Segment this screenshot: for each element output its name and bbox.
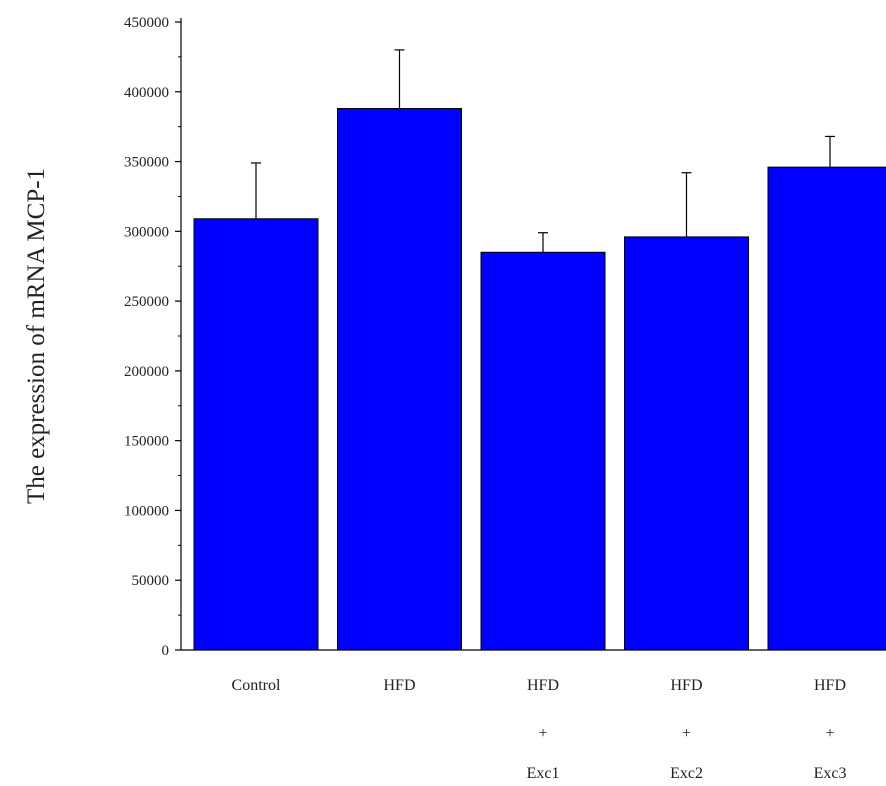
y-axis-title: The expression of mRNA MCP-1: [23, 168, 50, 504]
x-tick-label: Control: [232, 677, 281, 694]
x-tick-label: HFD: [383, 677, 415, 694]
y-axis: 0 50000 100000 150000 200000 250000 300000 3500…: [124, 15, 182, 659]
bars: [193, 49, 886, 651]
y-tick-label: 300000: [124, 224, 169, 240]
x-tick-label: Exc1: [527, 765, 560, 782]
x-tick-label: +: [682, 725, 691, 742]
x-axis: Control HFD HFD + Exc1 HFD + Exc2 HFD + Exc3: [181, 649, 886, 782]
bar: [767, 166, 886, 651]
x-tick-label: +: [538, 725, 547, 742]
y-tick-label: 0: [162, 643, 170, 659]
y-tick-label: 400000: [124, 85, 169, 101]
y-tick-label: 100000: [124, 503, 169, 519]
bar: [624, 236, 749, 651]
y-tick-label: 50000: [132, 573, 170, 589]
bar: [193, 218, 319, 651]
x-tick-label: HFD: [814, 677, 846, 694]
x-tick-label: HFD: [527, 677, 559, 694]
x-tick-label: +: [825, 725, 834, 742]
x-tick-label: Exc3: [814, 765, 847, 782]
x-tick-label: Exc2: [670, 765, 703, 782]
x-tick-label: HFD: [670, 677, 702, 694]
y-tick-label: 450000: [124, 15, 169, 31]
bar: [480, 251, 606, 651]
bar: [337, 108, 462, 651]
y-tick-label: 250000: [124, 294, 169, 310]
y-tick-label: 150000: [124, 434, 169, 450]
y-tick-label: 350000: [124, 155, 169, 171]
y-tick-label: 200000: [124, 364, 169, 380]
